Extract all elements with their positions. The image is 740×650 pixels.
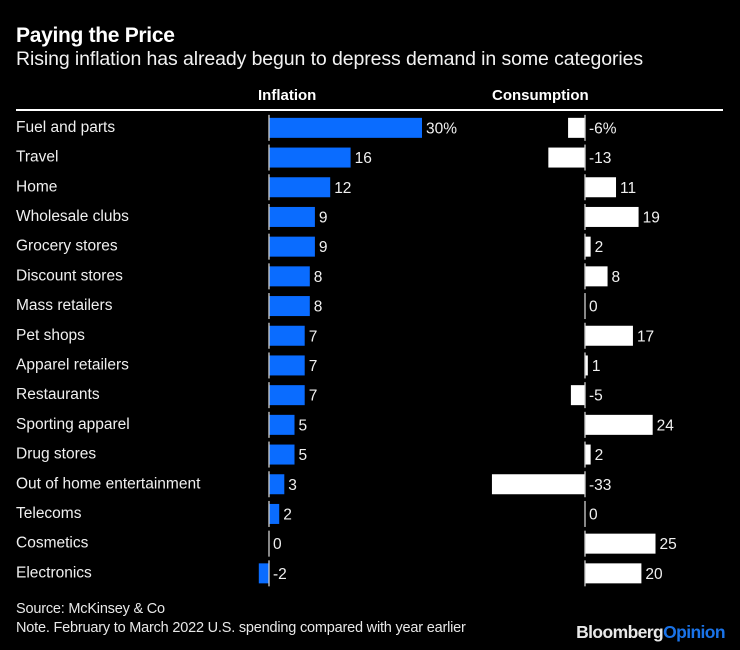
inflation-value-label: 8 (314, 269, 323, 286)
inflation-value-label: 5 (299, 447, 308, 464)
inflation-value-label: 9 (319, 239, 328, 256)
category-label: Travel (16, 149, 59, 166)
category-label: Electronics (16, 564, 92, 581)
consumption-value-label: 2 (595, 239, 604, 256)
consumption-bar (585, 325, 633, 346)
inflation-value-label: 12 (334, 180, 351, 197)
inflation-bar (269, 236, 315, 257)
column-header-consumption: Consumption (492, 87, 589, 104)
category-label: Wholesale clubs (16, 208, 129, 225)
brand-opinion: Opinion (663, 622, 726, 642)
category-label: Sporting apparel (16, 416, 130, 433)
consumption-value-label: 24 (657, 417, 675, 434)
category-labels: Fuel and parts Travel Home Wholesale clubs G… (16, 119, 201, 581)
inflation-bar (269, 296, 310, 317)
consumption-bar (585, 236, 591, 257)
consumption-bar (568, 117, 585, 138)
inflation-value-label: 2 (283, 506, 292, 523)
inflation-value-label: 7 (309, 358, 318, 375)
category-label: Fuel and parts (16, 119, 115, 136)
inflation-bar (269, 325, 305, 346)
category-label: Out of home entertainment (16, 475, 201, 492)
header-rule (16, 109, 723, 111)
inflation-value-label: 30% (426, 120, 457, 137)
inflation-bar (269, 147, 351, 168)
inflation-value-label: 5 (299, 417, 308, 434)
consumption-value-label: -13 (589, 150, 611, 167)
consumption-bar (491, 474, 585, 495)
inflation-bar (269, 266, 310, 287)
inflation-bar (269, 206, 315, 227)
inflation-bar (258, 563, 269, 584)
category-label: Cosmetics (16, 535, 89, 552)
category-label: Apparel retailers (16, 356, 129, 373)
source-note: Source: McKinsey & Co (16, 601, 165, 617)
consumption-value-label: -6% (589, 120, 617, 137)
inflation-value-label: 7 (309, 328, 318, 345)
inflation-bar (269, 385, 305, 406)
consumption-value-label: 1 (592, 358, 601, 375)
column-header-inflation: Inflation (258, 87, 317, 104)
category-label: Discount stores (16, 267, 123, 284)
category-label: Mass retailers (16, 297, 113, 314)
consumption-value-label: 8 (612, 269, 621, 286)
category-label: Grocery stores (16, 238, 118, 255)
consumption-bar (585, 563, 642, 584)
consumption-value-label: -33 (589, 477, 611, 494)
consumption-bar (585, 206, 639, 227)
inflation-bar (269, 444, 295, 465)
brand-bloomberg: Bloomberg (576, 622, 664, 642)
category-label: Drug stores (16, 446, 96, 463)
inflation-bar (269, 474, 285, 495)
consumption-value-label: 2 (595, 447, 604, 464)
consumption-bar (585, 355, 588, 376)
consumption-bar (585, 266, 608, 287)
inflation-value-label: 3 (288, 477, 297, 494)
consumption-bar (585, 444, 591, 465)
consumption-bar (585, 414, 653, 435)
consumption-bar (570, 385, 585, 406)
consumption-value-label: 0 (589, 506, 598, 523)
category-label: Home (16, 178, 57, 195)
consumption-bar (548, 147, 585, 168)
inflation-value-label: 16 (355, 150, 372, 167)
category-label: Telecoms (16, 505, 82, 522)
inflation-bar (269, 355, 305, 376)
consumption-value-label: 20 (645, 566, 663, 583)
footnote: Note. February to March 2022 U.S. spendi… (16, 620, 466, 636)
consumption-bar (585, 177, 617, 198)
inflation-bar (269, 117, 422, 138)
consumption-value-label: -5 (589, 388, 603, 405)
consumption-bar (585, 533, 656, 554)
consumption-value-label: 0 (589, 299, 598, 316)
bloomberg-opinion-logo: BloombergOpinion (576, 622, 725, 643)
inflation-value-label: 9 (319, 209, 328, 226)
inflation-bar (269, 503, 280, 524)
chart-title: Paying the Price (16, 24, 175, 47)
category-label: Restaurants (16, 386, 100, 403)
inflation-bar (269, 177, 331, 198)
inflation-bar (269, 414, 295, 435)
consumption-value-label: 11 (620, 180, 636, 197)
category-label: Pet shops (16, 327, 85, 344)
consumption-value-label: 17 (637, 328, 654, 345)
inflation-value-label: 8 (314, 299, 323, 316)
consumption-value-label: 19 (643, 209, 660, 226)
chart-subtitle: Rising inflation has already begun to de… (16, 48, 644, 70)
inflation-value-label: 7 (309, 388, 318, 405)
inflation-value-label: -2 (273, 566, 287, 583)
consumption-value-label: 25 (660, 536, 677, 553)
inflation-value-label: 0 (273, 536, 282, 553)
